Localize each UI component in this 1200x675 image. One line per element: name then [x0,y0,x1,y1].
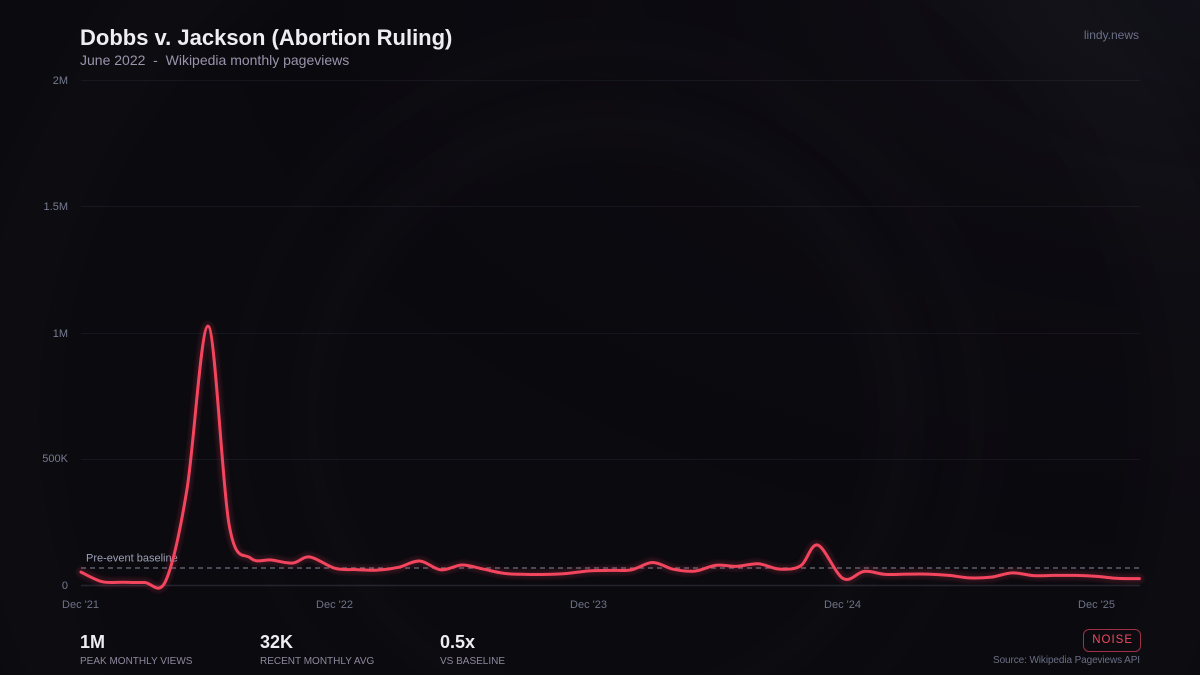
svg-text:Dec '21: Dec '21 [62,599,99,611]
svg-text:2M: 2M [53,75,68,87]
svg-text:1M: 1M [53,328,68,340]
svg-text:1.5M: 1.5M [44,201,68,213]
svg-text:500K: 500K [42,453,68,465]
svg-text:Pre-event baseline: Pre-event baseline [86,553,178,565]
svg-text:Dec '25: Dec '25 [1078,599,1115,611]
svg-text:0: 0 [62,580,68,592]
svg-text:Dec '23: Dec '23 [570,599,607,611]
svg-text:Dec '24: Dec '24 [824,599,861,611]
svg-text:Dec '22: Dec '22 [316,599,353,611]
